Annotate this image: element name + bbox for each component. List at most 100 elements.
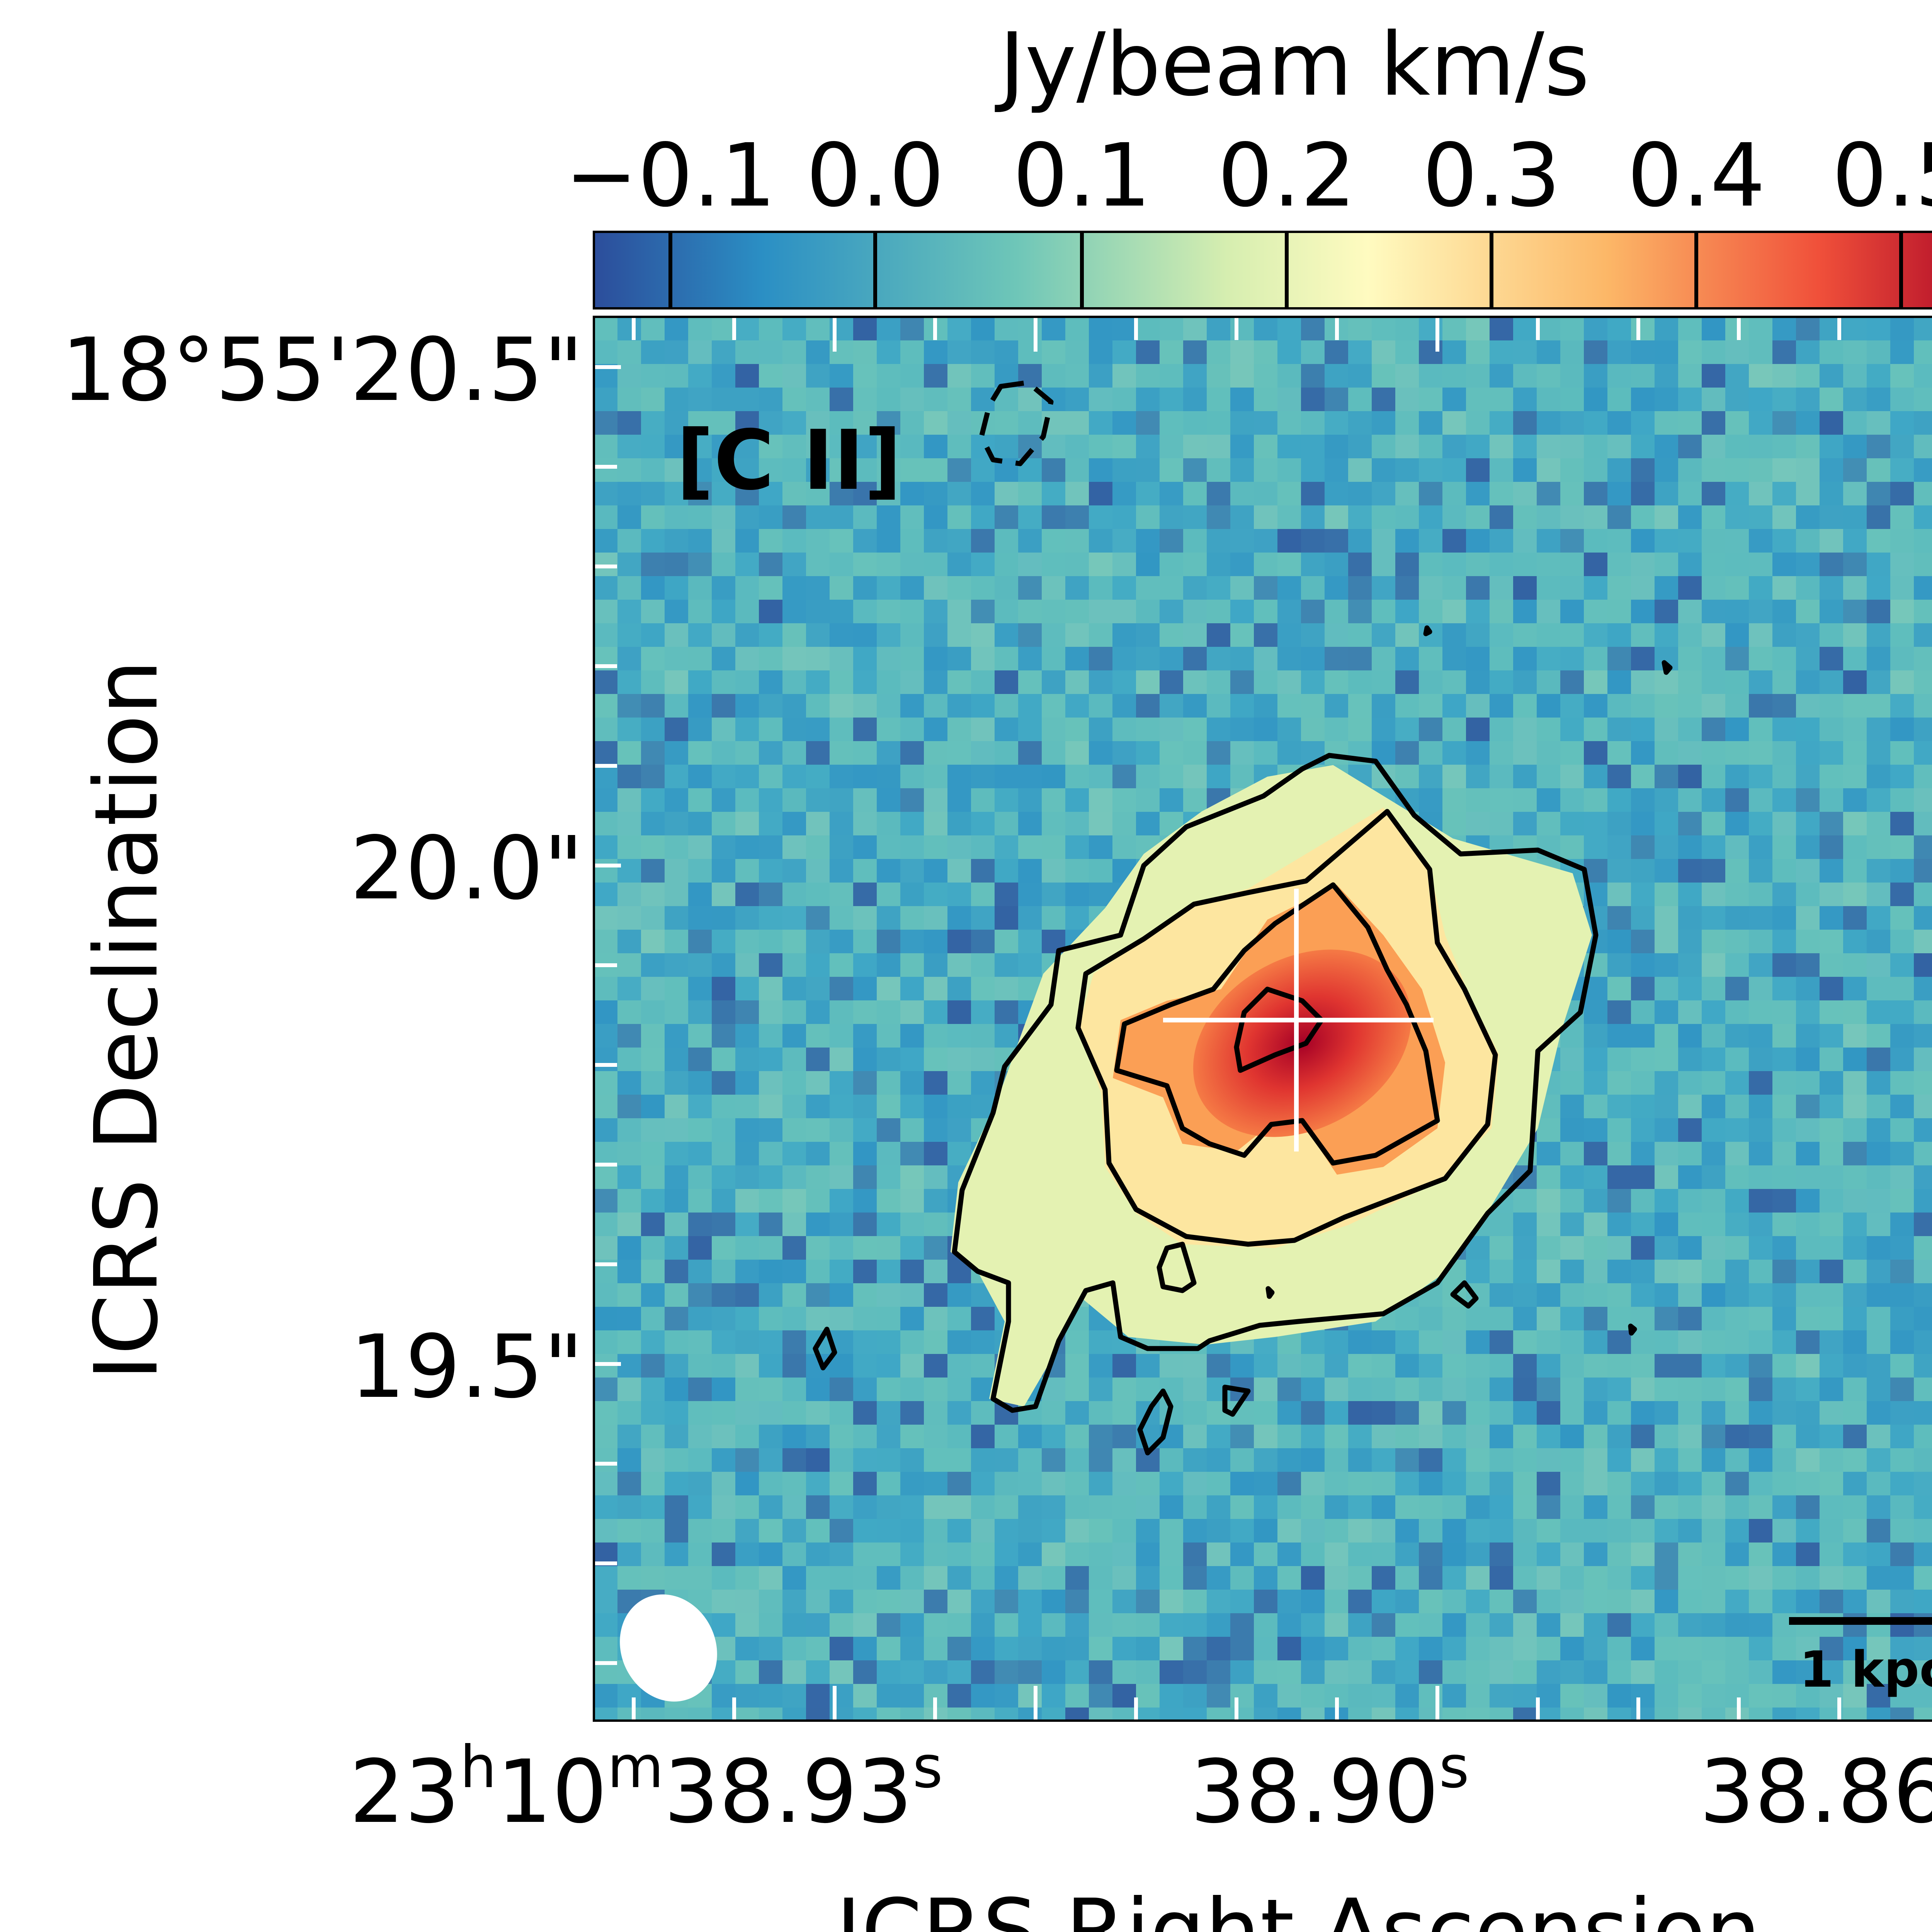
noise-pixel <box>853 859 877 883</box>
noise-pixel <box>1796 953 1820 977</box>
noise-pixel <box>1325 435 1348 458</box>
noise-pixel <box>1136 1566 1160 1590</box>
noise-pixel <box>665 1071 688 1095</box>
noise-pixel <box>995 482 1018 505</box>
noise-pixel <box>1230 364 1254 388</box>
noise-pixel <box>830 364 853 388</box>
noise-pixel <box>1843 1519 1867 1543</box>
noise-pixel <box>1325 1354 1348 1378</box>
noise-pixel <box>1136 553 1160 576</box>
noise-pixel <box>1702 1330 1725 1354</box>
noise-pixel <box>1065 1495 1089 1519</box>
noise-pixel <box>1631 1401 1655 1425</box>
noise-pixel <box>1089 1354 1112 1378</box>
noise-pixel <box>1301 1590 1325 1613</box>
noise-pixel <box>1065 435 1089 458</box>
noise-pixel <box>1513 718 1537 741</box>
colorbar <box>593 231 1932 310</box>
noise-pixel <box>1772 1708 1796 1721</box>
noise-pixel <box>995 340 1018 364</box>
noise-pixel <box>1655 977 1678 1000</box>
noise-pixel <box>1160 317 1183 340</box>
noise-pixel <box>1560 1566 1584 1590</box>
noise-pixel <box>1702 505 1725 529</box>
noise-pixel <box>665 1048 688 1071</box>
noise-pixel <box>1301 364 1325 388</box>
noise-pixel <box>1419 482 1442 505</box>
noise-pixel <box>947 576 971 600</box>
noise-pixel <box>1796 576 1820 600</box>
noise-pixel <box>1372 1684 1395 1708</box>
noise-pixel <box>995 977 1018 1000</box>
noise-pixel <box>641 1566 665 1590</box>
noise-pixel <box>877 1330 900 1354</box>
noise-pixel <box>1914 317 1932 340</box>
noise-pixel <box>1466 364 1490 388</box>
noise-pixel <box>1560 788 1584 812</box>
noise-pixel <box>1254 1378 1277 1401</box>
noise-pixel <box>1537 505 1560 529</box>
noise-pixel <box>641 340 665 364</box>
noise-pixel <box>712 1708 735 1721</box>
noise-pixel <box>1112 482 1136 505</box>
noise-pixel <box>1867 1307 1890 1330</box>
contour-island-1 <box>813 1327 837 1371</box>
noise-pixel <box>806 718 830 741</box>
noise-pixel <box>924 694 947 718</box>
noise-pixel <box>1254 505 1277 529</box>
noise-pixel <box>924 1307 947 1330</box>
noise-pixel <box>1796 482 1820 505</box>
noise-pixel <box>1749 600 1772 623</box>
noise-pixel <box>1207 1448 1230 1472</box>
noise-pixel <box>782 1189 806 1213</box>
noise-pixel <box>1655 1378 1678 1401</box>
noise-pixel <box>1584 1637 1607 1660</box>
noise-pixel <box>641 859 665 883</box>
noise-pixel <box>665 340 688 364</box>
noise-pixel <box>759 1165 782 1189</box>
noise-pixel <box>1230 1354 1254 1378</box>
noise-pixel <box>1442 694 1466 718</box>
noise-pixel <box>1749 788 1772 812</box>
noise-pixel <box>594 388 617 411</box>
noise-pixel <box>1584 1660 1607 1684</box>
noise-pixel <box>1631 1613 1655 1637</box>
noise-pixel <box>900 812 924 835</box>
noise-pixel <box>1395 1590 1419 1613</box>
noise-pixel <box>1843 977 1867 1000</box>
noise-pixel <box>1018 1448 1042 1472</box>
noise-pixel <box>971 1543 995 1566</box>
noise-pixel <box>1584 576 1607 600</box>
noise-pixel <box>1419 623 1442 647</box>
noise-pixel <box>1631 835 1655 859</box>
noise-pixel <box>806 1425 830 1448</box>
noise-pixel <box>688 553 712 576</box>
noise-pixel <box>806 1071 830 1095</box>
noise-pixel <box>1136 411 1160 435</box>
noise-pixel <box>995 623 1018 647</box>
noise-pixel <box>1820 1095 1843 1118</box>
noise-pixel <box>853 576 877 600</box>
noise-pixel <box>1419 1495 1442 1519</box>
noise-pixel <box>1325 1330 1348 1354</box>
noise-pixel <box>665 1000 688 1024</box>
noise-pixel <box>1655 1071 1678 1095</box>
noise-pixel <box>1796 1236 1820 1260</box>
noise-pixel <box>1254 1566 1277 1590</box>
noise-pixel <box>1042 576 1065 600</box>
noise-pixel <box>924 1165 947 1189</box>
noise-pixel <box>1065 600 1089 623</box>
noise-pixel <box>1537 1448 1560 1472</box>
noise-pixel <box>947 670 971 694</box>
colorbar-tick-labels: −0.1 0.0 0.1 0.2 0.3 0.4 0.5 <box>565 125 1932 226</box>
noise-pixel <box>853 1213 877 1236</box>
noise-pixel <box>641 1448 665 1472</box>
noise-pixel <box>1584 388 1607 411</box>
noise-pixel <box>806 317 830 340</box>
noise-pixel <box>1725 953 1749 977</box>
noise-pixel <box>947 694 971 718</box>
noise-pixel <box>782 1165 806 1189</box>
noise-pixel <box>759 835 782 859</box>
noise-pixel <box>1018 1543 1042 1566</box>
noise-pixel <box>1065 576 1089 600</box>
